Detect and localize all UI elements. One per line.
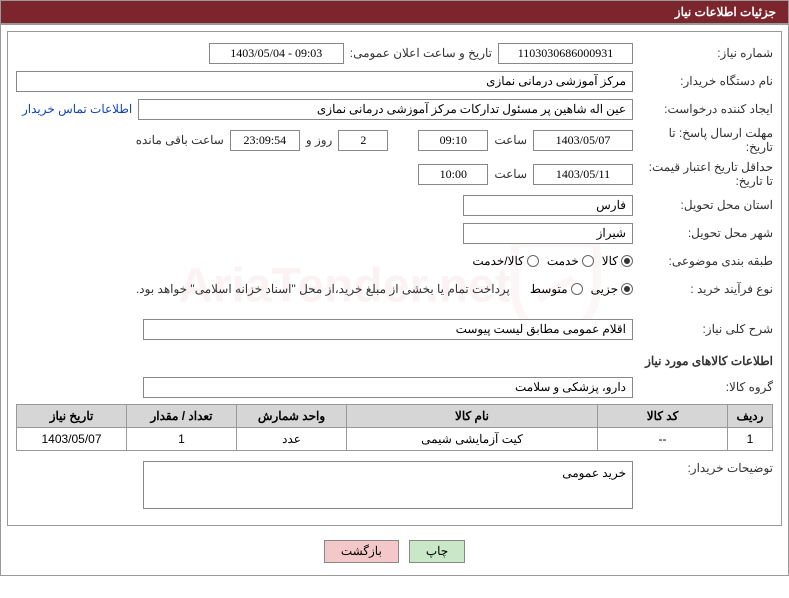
radio-goods-label: کالا (602, 254, 618, 268)
buyer-notes-field: خرید عمومی (143, 461, 633, 509)
city-label: شهر محل تحویل: (633, 226, 773, 240)
category-label: طبقه بندی موضوعی: (633, 254, 773, 268)
button-row: چاپ بازگشت (7, 534, 782, 569)
buyer-notes-label: توضیحات خریدار: (633, 461, 773, 475)
time-label-2: ساعت (488, 167, 533, 181)
validity-label: حداقل تاریخ اعتبار قیمت: تا تاریخ: (633, 160, 773, 188)
announce-dt-label: تاریخ و ساعت اعلان عمومی: (344, 46, 498, 60)
buyer-org-field: مرکز آموزشی درمانی نمازی (16, 71, 633, 92)
radio-goods-service[interactable] (527, 255, 539, 267)
days-and-label: روز و (300, 133, 339, 147)
radio-medium-label: متوسط (530, 282, 568, 296)
validity-date-field: 1403/05/11 (533, 164, 633, 185)
requester-field: عین اله شاهین پر مسئول تدارکات مرکز آموز… (138, 99, 633, 120)
goods-table: ردیف کد کالا نام کالا واحد شمارش تعداد /… (16, 404, 773, 451)
goods-group-field: دارو، پزشکی و سلامت (143, 377, 633, 398)
remaining-label: ساعت باقی مانده (130, 133, 230, 147)
hours-left-field: 23:09:54 (230, 130, 300, 151)
category-radio-group: کالا خدمت کالا/خدمت (472, 254, 633, 268)
radio-goods[interactable] (621, 255, 633, 267)
time-label-1: ساعت (488, 133, 533, 147)
deadline-time-field: 09:10 (418, 130, 488, 151)
goods-info-title: اطلاعات کالاهای مورد نیاز (16, 354, 773, 368)
page-title: جزئیات اطلاعات نیاز (675, 5, 776, 19)
td-seq: 1 (728, 428, 773, 451)
validity-time-field: 10:00 (418, 164, 488, 185)
payment-note: پرداخت تمام یا بخشی از مبلغ خرید،از محل … (136, 282, 510, 296)
province-field: فارس (463, 195, 633, 216)
buyer-org-label: نام دستگاه خریدار: (633, 74, 773, 88)
province-label: استان محل تحویل: (633, 198, 773, 212)
form-container: شماره نیاز: 1103030686000931 تاریخ و ساع… (0, 24, 789, 576)
th-code: کد کالا (598, 405, 728, 428)
need-no-field: 1103030686000931 (498, 43, 633, 64)
td-code: -- (598, 428, 728, 451)
overall-desc-field: اقلام عمومی مطابق لیست پیوست (143, 319, 633, 340)
details-panel: شماره نیاز: 1103030686000931 تاریخ و ساع… (7, 31, 782, 526)
announce-dt-field: 1403/05/04 - 09:03 (209, 43, 344, 64)
days-left-field: 2 (338, 130, 388, 151)
overall-desc-label: شرح کلی نیاز: (633, 322, 773, 336)
th-date: تاریخ نیاز (17, 405, 127, 428)
table-row: 1 -- کیت آزمایشی شیمی عدد 1 1403/05/07 (17, 428, 773, 451)
contact-link[interactable]: اطلاعات تماس خریدار (16, 102, 138, 116)
goods-group-label: گروه کالا: (633, 380, 773, 394)
back-button[interactable]: بازگشت (324, 540, 399, 563)
city-field: شیراز (463, 223, 633, 244)
process-label: نوع فرآیند خرید : (633, 282, 773, 296)
radio-goods-service-label: کالا/خدمت (472, 254, 523, 268)
td-date: 1403/05/07 (17, 428, 127, 451)
td-unit: عدد (237, 428, 347, 451)
radio-service-label: خدمت (547, 254, 579, 268)
process-radio-group: جزیی متوسط (530, 282, 633, 296)
page-header: جزئیات اطلاعات نیاز (0, 0, 789, 24)
print-button[interactable]: چاپ (409, 540, 465, 563)
td-name: کیت آزمایشی شیمی (347, 428, 598, 451)
radio-minor[interactable] (621, 283, 633, 295)
deadline-date-field: 1403/05/07 (533, 130, 633, 151)
th-unit: واحد شمارش (237, 405, 347, 428)
radio-service[interactable] (582, 255, 594, 267)
requester-label: ایجاد کننده درخواست: (633, 102, 773, 116)
th-qty: تعداد / مقدار (127, 405, 237, 428)
deadline-label: مهلت ارسال پاسخ: تا تاریخ: (633, 126, 773, 154)
radio-medium[interactable] (571, 283, 583, 295)
td-qty: 1 (127, 428, 237, 451)
th-name: نام کالا (347, 405, 598, 428)
th-seq: ردیف (728, 405, 773, 428)
need-no-label: شماره نیاز: (633, 46, 773, 60)
radio-minor-label: جزیی (591, 282, 618, 296)
